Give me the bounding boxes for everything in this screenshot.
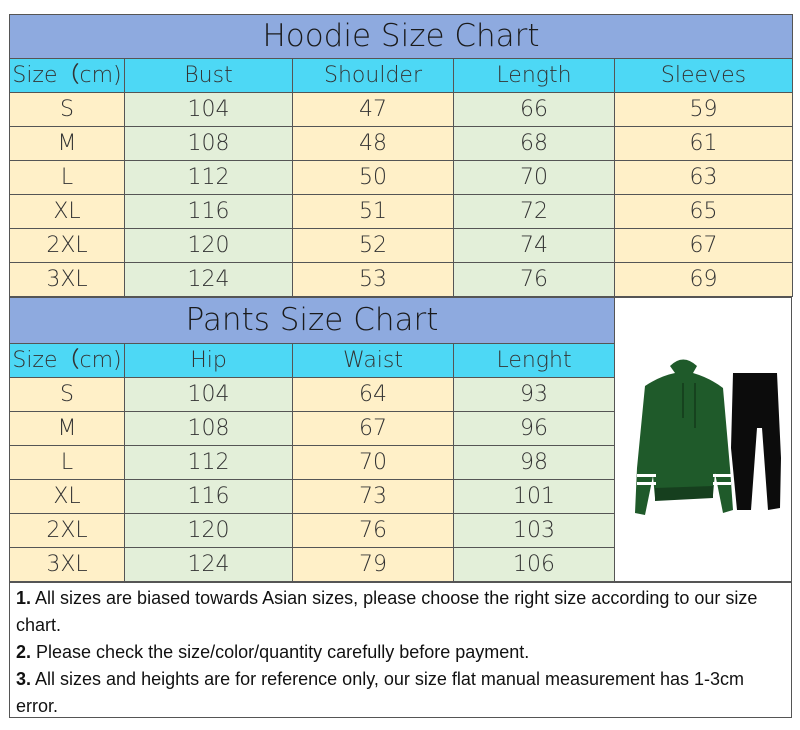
table-cell: 2XL (9, 513, 125, 548)
table-cell: 112 (124, 445, 293, 480)
table-cell: 68 (453, 126, 615, 161)
table-cell: 124 (124, 547, 293, 582)
table-row: M 108 48 68 61 (9, 126, 794, 161)
table-cell: 74 (453, 228, 615, 263)
hoodie-icon (635, 359, 733, 515)
table-row: L 112 50 70 63 (9, 160, 794, 195)
note-number: 1. (16, 588, 32, 608)
table-cell: 124 (124, 262, 293, 297)
table-cell: XL (9, 479, 125, 514)
note-number: 3. (16, 669, 32, 689)
note-text: All sizes are biased towards Asian sizes… (16, 588, 758, 635)
table-row: S 104 47 66 59 (9, 92, 794, 127)
table-cell: 98 (452, 445, 616, 480)
column-header: Waist (292, 343, 454, 378)
hoodie-title: Hoodie Size Chart (8, 14, 794, 59)
table-cell: 52 (292, 228, 454, 263)
table-cell: 47 (292, 92, 454, 127)
table-row: 2XL 120 52 74 67 (9, 228, 794, 263)
column-header: Size（cm) (9, 343, 125, 378)
table-cell: 103 (452, 513, 616, 548)
hoodie-size-table: Hoodie Size Chart Size（cm) Bust Shoulder Len… (8, 14, 794, 297)
table-cell: L (9, 445, 125, 480)
table-cell: 104 (124, 92, 293, 127)
table-row: S 104 64 93 (9, 377, 616, 412)
table-cell: 66 (453, 92, 615, 127)
table-cell: 120 (124, 513, 293, 548)
table-row: XL 116 73 101 (9, 479, 616, 514)
table-row: 3XL 124 79 106 (9, 547, 616, 582)
table-cell: 70 (292, 445, 454, 480)
table-cell: M (9, 126, 125, 161)
table-cell: 70 (453, 160, 615, 195)
table-cell: 69 (613, 262, 794, 297)
table-cell: S (9, 92, 125, 127)
column-header: Length (453, 58, 615, 93)
column-header: Sleeves (613, 58, 794, 93)
table-cell: 73 (292, 479, 454, 514)
table-row: M 108 67 96 (9, 411, 616, 446)
table-cell: 3XL (9, 262, 125, 297)
table-cell: 79 (292, 547, 454, 582)
product-image (614, 297, 792, 582)
table-cell: 67 (613, 228, 794, 263)
pants-icon (731, 373, 781, 510)
column-header: Lenght (452, 343, 616, 378)
pants-size-table: Pants Size Chart Size（cm) Hip Waist Lenght S 1… (8, 297, 616, 582)
table-cell: 63 (613, 160, 794, 195)
table-cell: S (9, 377, 125, 412)
notes: 1. All sizes are biased towards Asian si… (9, 582, 792, 718)
table-cell: 101 (452, 479, 616, 514)
table-cell: 53 (292, 262, 454, 297)
table-cell: 59 (613, 92, 794, 127)
table-cell: 104 (124, 377, 293, 412)
pants-title: Pants Size Chart (8, 297, 616, 344)
table-cell: 67 (292, 411, 454, 446)
table-cell: 96 (452, 411, 616, 446)
table-row: XL 116 51 72 65 (9, 194, 794, 229)
table-cell: 76 (292, 513, 454, 548)
note-text: Please check the size/color/quantity car… (31, 642, 530, 662)
table-cell: 65 (613, 194, 794, 229)
column-header: Shoulder (292, 58, 454, 93)
table-cell: 50 (292, 160, 454, 195)
table-cell: 116 (124, 479, 293, 514)
table-cell: XL (9, 194, 125, 229)
table-row: L 112 70 98 (9, 445, 616, 480)
table-cell: 108 (124, 411, 293, 446)
note-item: 1. All sizes are biased towards Asian si… (16, 585, 785, 639)
table-row: 3XL 124 53 76 69 (9, 262, 794, 297)
table-cell: 120 (124, 228, 293, 263)
table-cell: 72 (453, 194, 615, 229)
table-cell: 61 (613, 126, 794, 161)
table-cell: 51 (292, 194, 454, 229)
table-cell: 108 (124, 126, 293, 161)
table-cell: 93 (452, 377, 616, 412)
table-cell: 106 (452, 547, 616, 582)
table-cell: 3XL (9, 547, 125, 582)
note-item: 3. All sizes and heights are for referen… (16, 666, 785, 720)
table-cell: M (9, 411, 125, 446)
table-cell: 112 (124, 160, 293, 195)
note-text: All sizes and heights are for reference … (16, 669, 745, 716)
table-cell: L (9, 160, 125, 195)
table-cell: 48 (292, 126, 454, 161)
table-row: 2XL 120 76 103 (9, 513, 616, 548)
table-cell: 2XL (9, 228, 125, 263)
column-header: Bust (124, 58, 293, 93)
table-cell: 64 (292, 377, 454, 412)
note-item: 2. Please check the size/color/quantity … (16, 639, 785, 666)
column-header: Hip (124, 343, 293, 378)
column-header: Size（cm) (9, 58, 125, 93)
note-number: 2. (16, 642, 32, 662)
table-cell: 116 (124, 194, 293, 229)
table-cell: 76 (453, 262, 615, 297)
